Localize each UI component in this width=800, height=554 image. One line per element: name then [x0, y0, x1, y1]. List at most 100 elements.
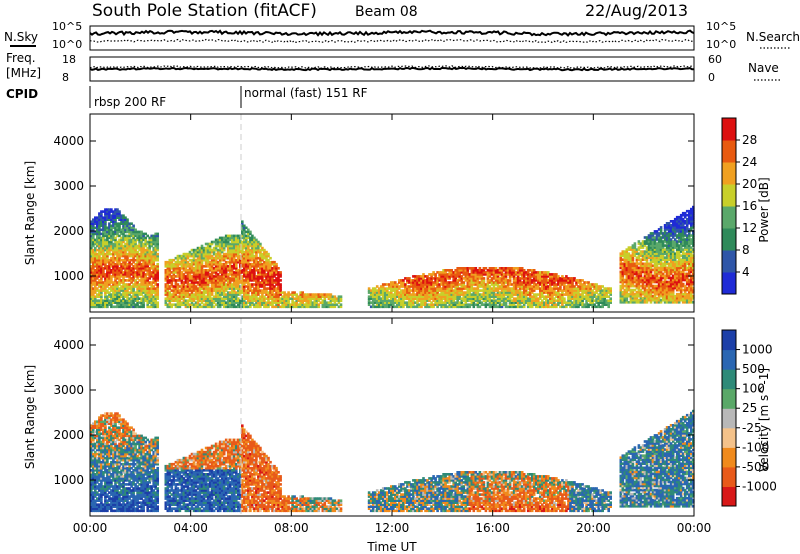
- power-cell: [422, 281, 425, 284]
- power-cell: [212, 301, 216, 304]
- power-cell: [124, 275, 127, 278]
- power-cell: [98, 273, 101, 276]
- power-cell: [498, 269, 502, 272]
- power-cell: [543, 297, 546, 300]
- power-cell: [452, 281, 455, 284]
- power-cell: [422, 297, 425, 300]
- power-cell: [464, 301, 468, 304]
- power-cell: [92, 293, 95, 296]
- power-cell: [543, 271, 546, 274]
- power-cell: [470, 279, 474, 282]
- power-cell: [230, 265, 234, 268]
- power-cell: [273, 293, 276, 296]
- power-cell: [190, 285, 194, 288]
- power-cell: [196, 287, 200, 290]
- power-cell: [186, 252, 190, 256]
- power-cell: [265, 250, 268, 254]
- power-cell: [90, 252, 93, 256]
- power-cell: [446, 281, 449, 284]
- power-cell: [178, 305, 182, 309]
- power-cell: [241, 281, 244, 284]
- power-cell: [224, 301, 228, 304]
- power-cell: [100, 236, 103, 240]
- power-cell: [164, 301, 168, 304]
- power-cell: [472, 271, 476, 274]
- power-cell: [476, 273, 480, 276]
- power-cell: [116, 299, 119, 302]
- power-cell: [416, 285, 419, 288]
- power-cell: [386, 293, 389, 296]
- power-cell: [541, 305, 544, 309]
- cpid-label: CPID: [6, 87, 38, 101]
- power-cell: [124, 242, 127, 246]
- power-cell: [198, 295, 202, 298]
- power-cell: [625, 284, 629, 288]
- power-cell: [243, 244, 246, 248]
- power-cell: [146, 303, 149, 306]
- power-cell: [180, 287, 184, 290]
- power-cell: [381, 295, 385, 298]
- power-cell: [230, 254, 234, 258]
- power-cell: [152, 238, 155, 242]
- power-cell: [106, 234, 109, 238]
- power-cell: [414, 301, 417, 304]
- power-cell: [96, 252, 99, 256]
- power-cell: [166, 283, 170, 286]
- power-cell: [530, 285, 534, 288]
- power-cell: [377, 301, 381, 304]
- power-cell: [253, 287, 256, 290]
- power-cell: [500, 295, 504, 298]
- power-cell: [156, 303, 159, 306]
- power-cell: [510, 271, 514, 274]
- power-cell: [226, 291, 230, 294]
- power-cell: [516, 275, 520, 278]
- power-cell: [460, 277, 464, 280]
- power-cell: [156, 279, 159, 282]
- power-cell: [208, 250, 212, 254]
- power-cell: [239, 281, 242, 284]
- power-cell: [188, 285, 192, 288]
- power-cell: [496, 285, 500, 288]
- power-cell: [547, 285, 550, 288]
- power-cell: [112, 220, 115, 223]
- power-cell: [144, 236, 147, 240]
- power-cell: [235, 291, 238, 294]
- power-cell: [104, 297, 107, 300]
- power-cell: [541, 279, 544, 282]
- power-cell: [126, 262, 129, 266]
- power-cell: [100, 250, 103, 254]
- power-cell: [583, 291, 586, 294]
- power-cell: [168, 281, 172, 284]
- power-cell: [625, 276, 629, 280]
- power-cell: [104, 273, 107, 276]
- power-cell: [116, 234, 119, 238]
- power-cell: [110, 240, 113, 244]
- power-cell: [530, 291, 534, 294]
- power-cell: [200, 295, 204, 298]
- power-cell: [454, 295, 457, 298]
- power-cell: [557, 287, 560, 290]
- power-cell: [104, 281, 107, 284]
- power-cell: [273, 271, 276, 274]
- power-cell: [402, 299, 405, 302]
- power-cell: [398, 287, 401, 290]
- power-cell: [100, 228, 103, 232]
- power-cell: [593, 283, 596, 286]
- power-cell: [375, 293, 379, 296]
- power-cell: [549, 299, 552, 302]
- power-cell: [174, 256, 178, 260]
- power-cell: [247, 299, 250, 302]
- power-cell: [404, 285, 407, 288]
- power-cell: [470, 285, 474, 288]
- power-cell: [184, 281, 188, 284]
- power-cell: [142, 238, 145, 242]
- power-cell: [112, 297, 115, 300]
- power-cell: [283, 301, 286, 304]
- power-cell: [228, 303, 232, 306]
- power-cell: [144, 240, 147, 244]
- power-cell: [524, 277, 528, 280]
- power-cell: [194, 291, 198, 294]
- power-cell: [144, 265, 147, 268]
- power-cell: [309, 295, 313, 298]
- power-cell: [404, 289, 407, 292]
